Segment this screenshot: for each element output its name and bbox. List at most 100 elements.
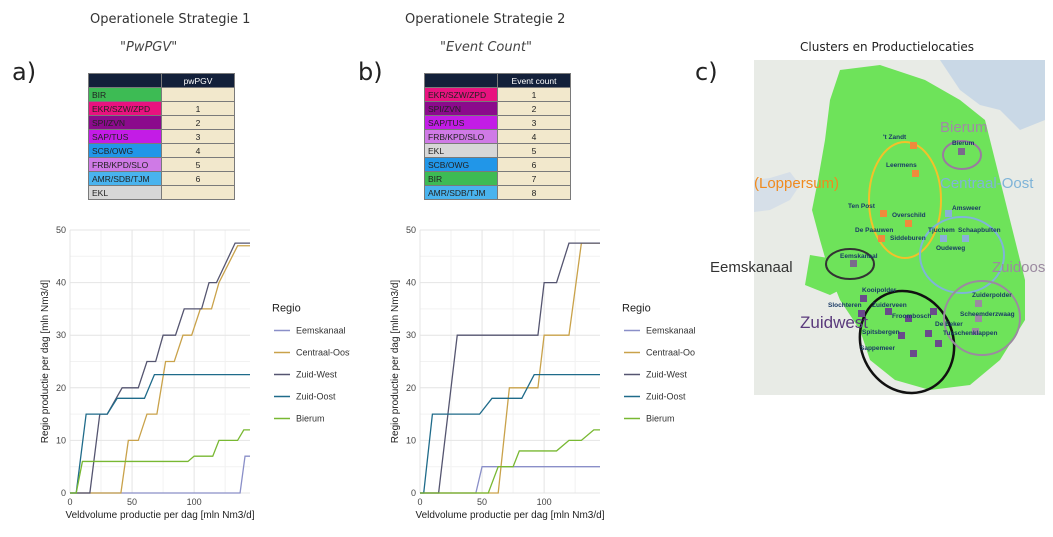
y-tick-label: 0 [61, 488, 66, 498]
location-label: Slochteren [828, 302, 862, 309]
cluster-name-cell: SAP/TUS [88, 129, 162, 144]
centraal-oost-cluster-ring [919, 216, 1005, 294]
y-axis-label: Regio productie per dag [mln Nm3/d] [40, 280, 51, 444]
panel-a-letter: a) [12, 58, 37, 86]
series-line-centraal-oost [420, 242, 600, 494]
table-row: SCB/OWG 6 [424, 157, 571, 172]
legend-label: Zuid-Oost [646, 392, 686, 402]
gas-field-area [812, 65, 1025, 390]
cluster-label-zuidoost: Zuidoost [992, 259, 1045, 276]
panel-b-letter: b) [358, 58, 383, 86]
location-label: Kooipolder [862, 287, 897, 294]
location-label: Amsweer [952, 205, 981, 212]
y-tick-label: 40 [406, 278, 416, 288]
production-locations [850, 142, 982, 357]
gas-field-west [805, 255, 850, 295]
cluster-name-cell: EKR/SZW/ZPD [88, 101, 162, 116]
loppersum-cluster-ring [868, 141, 942, 259]
chart-strategy-2: 0 50 100 0 10 20 30 40 50 Veldvolume productie pe… [390, 225, 695, 521]
legend-label: Zuid-West [646, 370, 687, 380]
cluster-name-cell: AMR/SDB/TJM [424, 185, 498, 200]
location-marker [925, 330, 932, 337]
x-axis-label: Veldvolume productie per dag [mln Nm3/d] [416, 510, 605, 521]
cluster-name-cell: BIR [424, 171, 498, 186]
cluster-label-loppersum: (Loppersum) [754, 175, 839, 192]
cluster-name-cell: SPI/ZVN [424, 101, 498, 116]
series-line-centraal-oost [70, 245, 250, 494]
location-marker [905, 220, 912, 227]
chart-strategy-1: 0 50 100 0 10 20 30 40 50 Veldvolume productie pe… [40, 225, 350, 521]
legend-label: Bierum [646, 414, 675, 424]
location-marker [975, 300, 982, 307]
rank-cell: 2 [161, 115, 235, 130]
y-tick-label: 30 [406, 330, 416, 340]
cluster-label-eemskanaal: Eemskanaal [710, 259, 793, 276]
location-marker [930, 308, 937, 315]
bierum-cluster-ring [942, 140, 982, 170]
y-tick-label: 20 [406, 383, 416, 393]
location-marker [878, 235, 885, 242]
location-marker [940, 235, 947, 242]
location-marker [910, 350, 917, 357]
location-label: Tjuchem [928, 227, 955, 234]
strategy-1-table: pwPGV BIR EKR/SZW/ZPD 1 SPI/ZVN 2 SAP/TUS 3 SCB/… [88, 73, 235, 200]
location-label: Leermens [886, 162, 917, 169]
y-tick-label: 40 [56, 278, 66, 288]
y-tick-label: 10 [56, 435, 66, 445]
location-marker [885, 308, 892, 315]
rank-cell [161, 185, 235, 200]
location-label: Overschild [892, 212, 926, 219]
legend-label: Centraal-Oost [296, 348, 350, 358]
location-label: Siddeburen [890, 235, 926, 242]
location-label: 't Zandt [883, 134, 907, 141]
table-row: SPI/ZVN 2 [88, 115, 235, 130]
cluster-name-cell: SCB/OWG [88, 143, 162, 158]
cluster-name-cell: EKL [424, 143, 498, 158]
y-tick-label: 50 [56, 225, 66, 235]
y-tick-label: 20 [56, 383, 66, 393]
rank-cell: 6 [161, 171, 235, 186]
rank-cell: 4 [161, 143, 235, 158]
rank-cell: 3 [497, 115, 571, 130]
location-label: Tusschenklappen [943, 330, 997, 337]
series-line-eemskanaal [70, 455, 250, 494]
legend-label: Zuid-Oost [296, 392, 336, 402]
legend-label: Zuid-West [296, 370, 337, 380]
x-tick-label: 50 [477, 497, 487, 507]
table-row: SAP/TUS 3 [88, 129, 235, 144]
cluster-label-centraal-oost: Centraal-Oost [940, 175, 1034, 192]
table-row: EKR/SZW/ZPD 1 [88, 101, 235, 116]
series-line-bierum [420, 429, 600, 494]
strategy-2-title: Operationele Strategie 2 [405, 12, 566, 27]
rank-cell: 5 [161, 157, 235, 172]
zuidoost-cluster-ring [943, 280, 1021, 356]
series-line-zuid-west [420, 242, 600, 494]
table-row: AMR/SDB/TJM 8 [424, 185, 571, 200]
cluster-map: 't Zandt Bierum Leermens Ten Post Oversc… [710, 60, 1045, 395]
cluster-name-cell: SAP/TUS [424, 115, 498, 130]
rank-cell: 7 [497, 171, 571, 186]
legend-label: Bierum [296, 414, 325, 424]
location-label: Zuiderpolder [972, 292, 1012, 299]
table-row: BIR 7 [424, 171, 571, 186]
table-row: EKL 5 [424, 143, 571, 158]
table-row: SCB/OWG 4 [88, 143, 235, 158]
location-label: Zuiderveen [872, 302, 907, 309]
rank-cell: 5 [497, 143, 571, 158]
zuidwest-cluster-ring [858, 289, 956, 395]
table-row: FRB/KPD/SLO 4 [424, 129, 571, 144]
y-tick-label: 10 [406, 435, 416, 445]
map-water-northeast [940, 60, 1045, 130]
cluster-label-zuidwest: Zuidwest [800, 313, 868, 332]
legend-label: Eemskanaal [646, 326, 695, 336]
table-row: AMR/SDB/TJM 6 [88, 171, 235, 186]
location-label: Ten Post [848, 203, 876, 210]
location-label: Sappemeer [860, 345, 896, 352]
location-label: Froombosch [892, 313, 931, 320]
x-axis-label: Veldvolume productie per dag [mln Nm3/d] [66, 510, 255, 521]
y-tick-label: 0 [411, 488, 416, 498]
location-label: Spitsbergen [862, 329, 900, 336]
series-line-zuid-oost [420, 373, 600, 494]
location-marker [912, 170, 919, 177]
rank-cell: 3 [161, 129, 235, 144]
